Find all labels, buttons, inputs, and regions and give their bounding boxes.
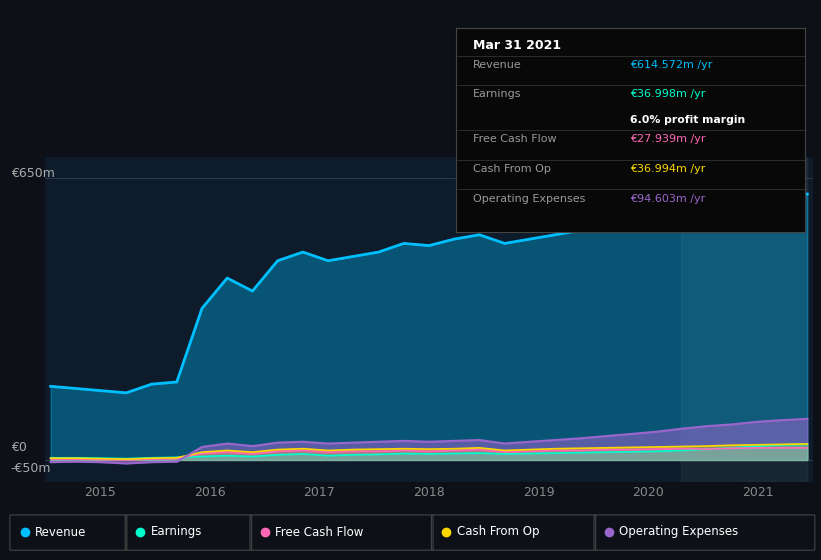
Text: 6.0% profit margin: 6.0% profit margin xyxy=(631,115,745,125)
Text: Cash From Op: Cash From Op xyxy=(473,164,551,174)
Text: €94.603m /yr: €94.603m /yr xyxy=(631,194,705,204)
Text: Operating Expenses: Operating Expenses xyxy=(620,525,739,539)
Text: Earnings: Earnings xyxy=(473,90,521,99)
Text: €36.994m /yr: €36.994m /yr xyxy=(631,164,705,174)
Text: -€50m: -€50m xyxy=(11,462,51,475)
Text: Revenue: Revenue xyxy=(473,60,522,69)
Text: €614.572m /yr: €614.572m /yr xyxy=(631,60,713,69)
Text: €650m: €650m xyxy=(11,166,54,180)
Text: Free Cash Flow: Free Cash Flow xyxy=(473,134,557,144)
Text: Cash From Op: Cash From Op xyxy=(457,525,539,539)
Text: €0: €0 xyxy=(11,441,26,454)
Text: Earnings: Earnings xyxy=(151,525,202,539)
Text: Revenue: Revenue xyxy=(35,525,87,539)
Text: Operating Expenses: Operating Expenses xyxy=(473,194,585,204)
Text: Mar 31 2021: Mar 31 2021 xyxy=(473,39,562,52)
Text: €27.939m /yr: €27.939m /yr xyxy=(631,134,705,144)
Bar xyxy=(681,157,807,482)
Text: Free Cash Flow: Free Cash Flow xyxy=(276,525,364,539)
Text: €36.998m /yr: €36.998m /yr xyxy=(631,90,705,99)
